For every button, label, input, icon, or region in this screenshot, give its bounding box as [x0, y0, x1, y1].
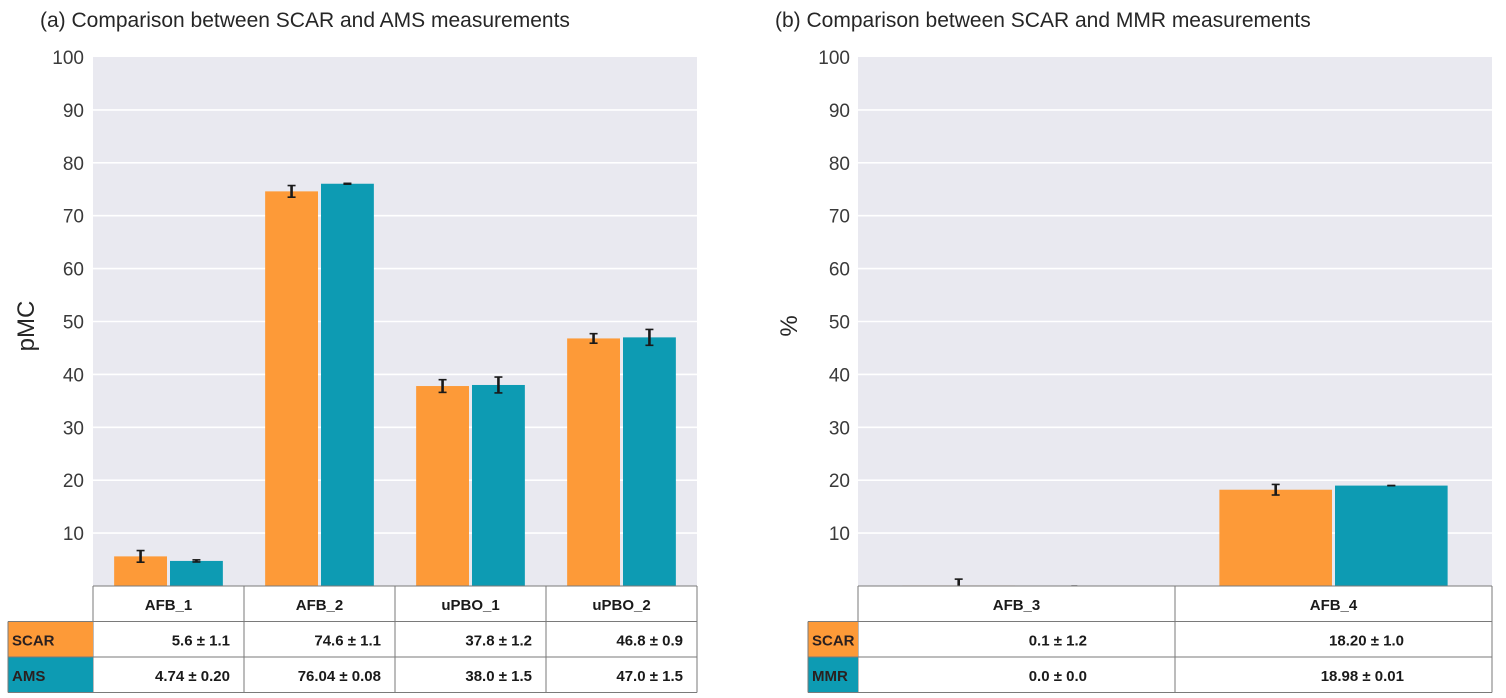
y-tick-label: 90	[63, 101, 84, 122]
table-cell: 0.1 ± 1.2	[1029, 633, 1087, 650]
y-tick-label: 80	[63, 154, 84, 175]
table-row-label: MMR	[812, 668, 848, 685]
y-tick-label: 100	[818, 48, 850, 69]
table-row-label: SCAR	[812, 633, 855, 650]
table-row-label-swatch	[808, 657, 858, 693]
y-tick-label: 60	[63, 260, 84, 281]
table-column-header: AFB_3	[993, 597, 1041, 614]
bar-ams-upbo_2	[623, 337, 676, 586]
table-column-header: AFB_4	[1310, 597, 1358, 614]
chart-title: (b) Comparison between SCAR and MMR meas…	[775, 9, 1311, 32]
table-row-label-swatch	[8, 657, 93, 693]
table-cell: 5.6 ± 1.1	[172, 633, 230, 650]
table-cell: 46.8 ± 0.9	[616, 633, 683, 650]
y-axis-label: pMC	[13, 301, 40, 352]
y-tick-label: 70	[63, 207, 84, 228]
table-column-header: uPBO_2	[592, 597, 650, 614]
table-cell: 47.0 ± 1.5	[616, 668, 683, 685]
table-column-header: uPBO_1	[441, 597, 499, 614]
table-row-label-swatch	[8, 621, 93, 657]
y-tick-label: 20	[829, 471, 850, 492]
table-row-label: SCAR	[12, 633, 55, 650]
table-cell: 37.8 ± 1.2	[465, 633, 532, 650]
table-cell: 74.6 ± 1.1	[314, 633, 381, 650]
y-tick-label: 50	[829, 313, 850, 334]
y-tick-label: 40	[829, 365, 850, 386]
table-column-header: AFB_2	[296, 597, 344, 614]
y-tick-label: 20	[63, 471, 84, 492]
bar-scar-upbo_2	[567, 338, 620, 586]
y-tick-label: 100	[52, 48, 84, 69]
table-column-header: AFB_1	[145, 597, 193, 614]
table-cell: 18.20 ± 1.0	[1329, 633, 1404, 650]
bar-mmr-afb_4	[1335, 485, 1448, 586]
panel-a: (a) Comparison between SCAR and AMS meas…	[7, 9, 698, 693]
table-cell: 18.98 ± 0.01	[1321, 668, 1404, 685]
table-cell: 76.04 ± 0.08	[298, 668, 381, 685]
table-cell: 4.74 ± 0.20	[155, 668, 230, 685]
bar-ams-upbo_1	[472, 384, 525, 586]
y-tick-label: 90	[829, 101, 850, 122]
bar-scar-upbo_1	[416, 386, 469, 586]
y-axis-label: %	[776, 315, 803, 336]
table-row-label-swatch	[808, 621, 858, 657]
y-tick-label: 30	[63, 418, 84, 439]
y-tick-label: 50	[63, 313, 84, 334]
table-cell: 38.0 ± 1.5	[465, 668, 532, 685]
bar-ams-afb_1	[170, 560, 223, 586]
table-cell: 0.0 ± 0.0	[1029, 668, 1087, 685]
y-tick-label: 10	[63, 524, 84, 545]
table-row-label: AMS	[12, 668, 45, 685]
y-tick-label: 80	[829, 154, 850, 175]
y-tick-label: 70	[829, 207, 850, 228]
y-tick-label: 30	[829, 418, 850, 439]
y-tick-label: 60	[829, 260, 850, 281]
panel-b: (b) Comparison between SCAR and MMR meas…	[775, 9, 1493, 693]
bar-scar-afb_2	[265, 191, 318, 586]
bar-ams-afb_2	[321, 183, 374, 586]
bar-scar-afb_4	[1219, 489, 1332, 586]
y-tick-label: 40	[63, 365, 84, 386]
chart-title: (a) Comparison between SCAR and AMS meas…	[40, 9, 570, 32]
y-tick-label: 10	[829, 524, 850, 545]
